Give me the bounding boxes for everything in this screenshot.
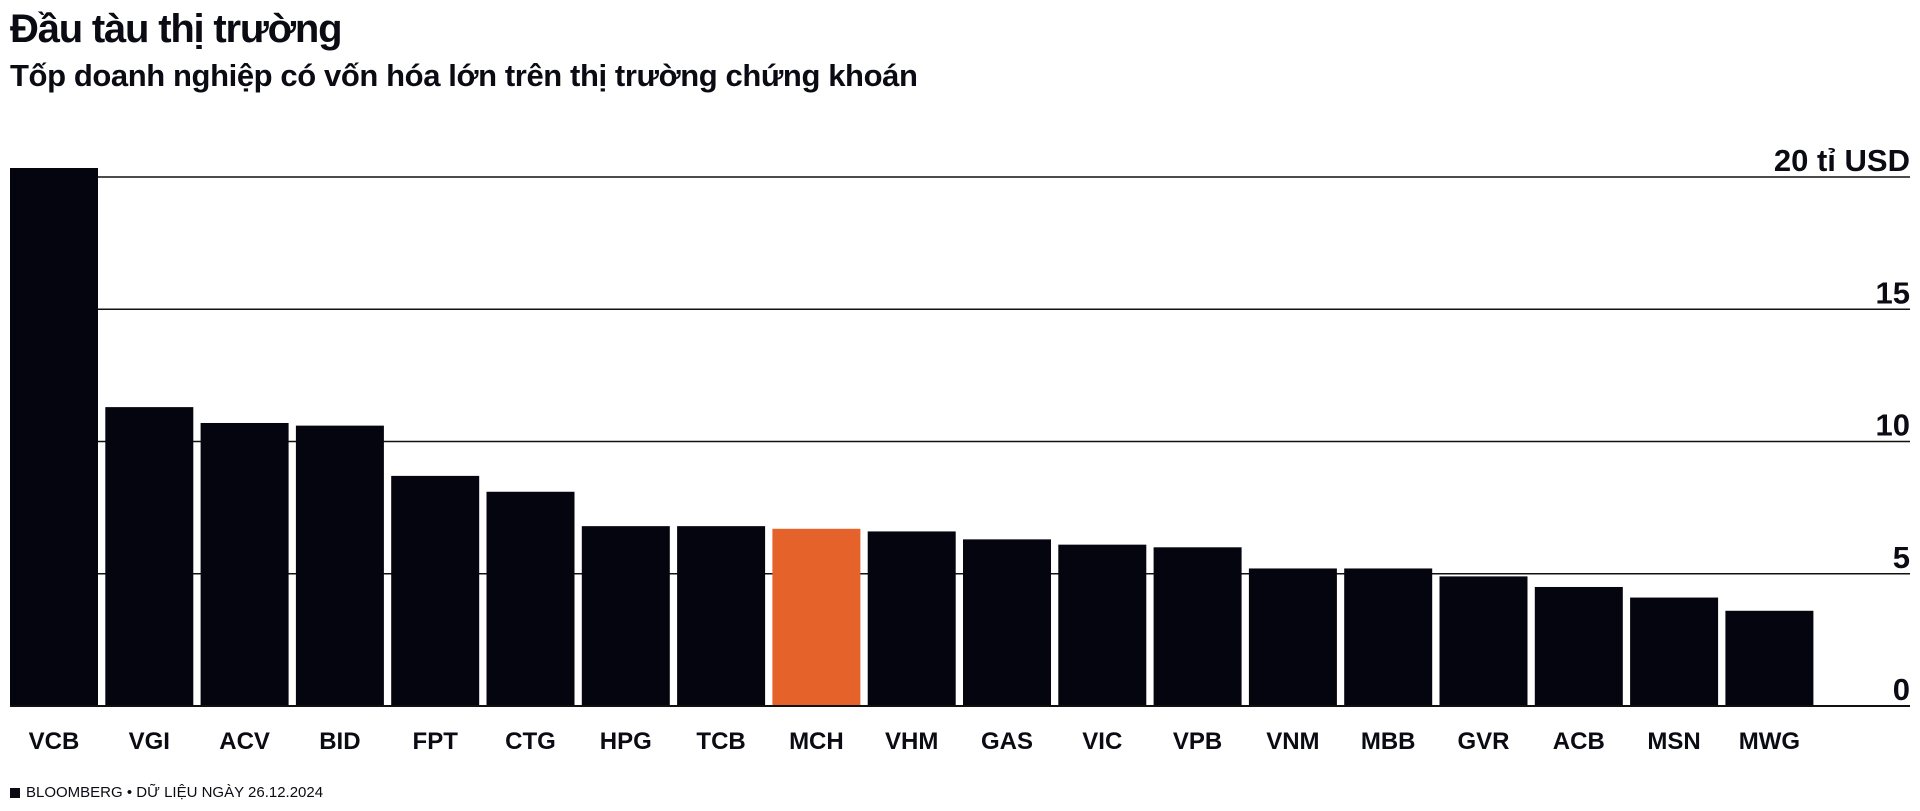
y-tick-label: 15 (1876, 275, 1910, 310)
bar-acv (200, 422, 289, 706)
x-tick-label: HPG (600, 728, 652, 755)
bar-vgi (105, 407, 194, 706)
bar-chart: 0 5 10 15 20 tỉ USD VCB VGI ACV BID FPT CTG HPG TCB M… (10, 143, 1910, 755)
bar-hpg (581, 526, 670, 706)
y-tick-label: 20 tỉ USD (1774, 143, 1910, 178)
x-tick-label: VCB (29, 728, 80, 755)
x-tick-label: GAS (981, 728, 1033, 755)
chart-title: Đầu tàu thị trường (10, 7, 343, 51)
x-tick-label: FPT (413, 728, 459, 755)
x-tick-label: MSN (1647, 728, 1700, 755)
x-tick-label: BID (319, 728, 360, 755)
x-tick-label: GVR (1457, 728, 1509, 755)
x-tick-label: VPB (1173, 728, 1222, 755)
bar-gvr (1439, 576, 1528, 706)
bar-ctg (486, 491, 575, 706)
source-square-icon (10, 788, 20, 798)
x-tick-label: ACB (1553, 728, 1605, 755)
bar-mwg (1725, 610, 1814, 706)
source-note: BLOOMBERG • DỮ LIỆU NGÀY 26.12.2024 (10, 784, 323, 802)
x-tick-label: VGI (129, 728, 170, 755)
x-tick-label: CTG (505, 728, 556, 755)
bar-vic (1058, 544, 1147, 706)
x-tick-label: ACV (219, 728, 270, 755)
bar-vhm (867, 531, 956, 706)
source-text: BLOOMBERG • DỮ LIỆU NGÀY 26.12.2024 (26, 784, 324, 801)
x-tick-label: VHM (885, 728, 938, 755)
x-tick-label: MBB (1361, 728, 1416, 755)
bar-vpb (1153, 547, 1242, 706)
y-tick-label: 0 (1893, 672, 1910, 707)
bar-vnm (1248, 568, 1337, 706)
bar-tcb (677, 526, 766, 706)
bar-vcb (10, 168, 98, 706)
x-tick-label: VNM (1266, 728, 1319, 755)
bar-gas (963, 539, 1051, 706)
bar-bid (295, 425, 384, 706)
bar-fpt (391, 475, 480, 706)
bar-msn (1630, 597, 1719, 706)
x-tick-label: MCH (789, 728, 844, 755)
y-tick-label: 5 (1893, 540, 1910, 575)
bar-mch (772, 528, 861, 706)
bar-acb (1534, 586, 1623, 706)
chart-subtitle: Tốp doanh nghiệp có vốn hóa lớn trên thị… (10, 58, 918, 93)
x-tick-label: TCB (696, 728, 745, 755)
x-tick-label: MWG (1739, 728, 1800, 755)
bar-mbb (1344, 568, 1433, 706)
x-tick-label: VIC (1082, 728, 1122, 755)
y-tick-label: 10 (1876, 408, 1910, 443)
